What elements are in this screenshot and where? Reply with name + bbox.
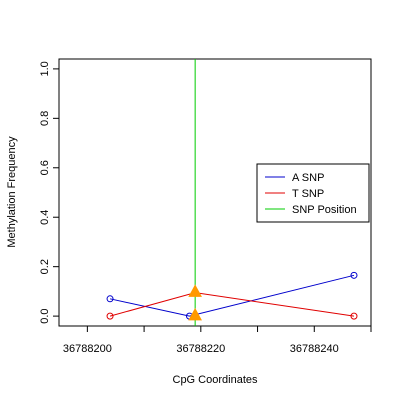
x-axis: 36788200 36788220 36788240 [63, 326, 372, 355]
t-snp-line [109, 292, 355, 317]
legend: A SNP T SNP SNP Position [256, 163, 370, 223]
legend-label: A SNP [292, 172, 324, 184]
snp-marker [188, 307, 202, 321]
x-tick-label: 36788220 [176, 343, 225, 355]
x-tick-label: 36788200 [63, 343, 112, 355]
a-snp-point [106, 295, 114, 303]
y-tick-label: 0.8 [39, 111, 51, 126]
plot-frame [58, 58, 372, 327]
legend-label: T SNP [292, 188, 324, 200]
a-snp-point [350, 271, 358, 279]
y-tick-label: 0.4 [39, 210, 51, 225]
snp-marker [188, 284, 202, 297]
y-axis-label: Methylation Frequency [6, 136, 18, 248]
y-tick-label: 0.2 [39, 259, 51, 274]
t-snp-point [106, 312, 114, 320]
x-axis-label: CpG Coordinates [173, 374, 258, 386]
y-tick-label: 0.6 [39, 160, 51, 175]
t-snp-point [350, 312, 358, 320]
y-axis: 0.0 0.2 0.4 0.6 0.8 1.0 [39, 61, 59, 324]
legend-label: SNP Position [292, 204, 357, 216]
y-tick-label: 1.0 [39, 61, 51, 76]
a-snp-line [109, 274, 355, 317]
series-layer [106, 59, 358, 326]
y-tick-label: 0.0 [39, 308, 51, 323]
x-tick-label: 36788240 [290, 343, 339, 355]
